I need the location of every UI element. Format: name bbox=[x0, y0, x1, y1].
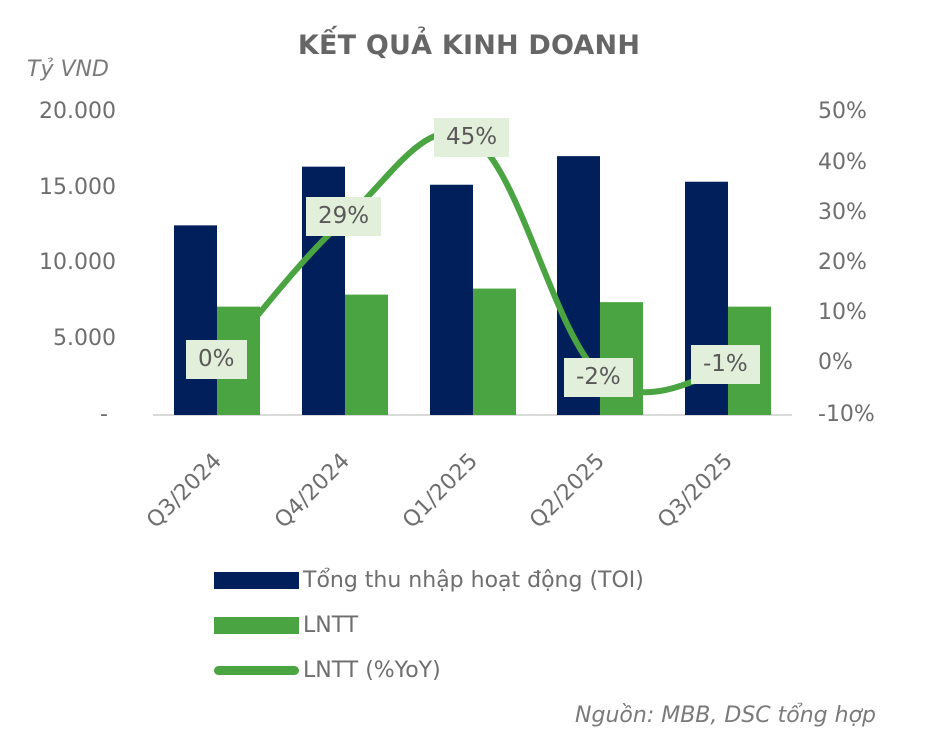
left-axis-tick: 5.000 bbox=[53, 326, 116, 351]
data-label: 45% bbox=[434, 118, 510, 157]
right-axis-tick: 10% bbox=[818, 300, 867, 325]
right-axis-tick: 50% bbox=[818, 99, 867, 124]
left-axis-tick: 15.000 bbox=[39, 175, 116, 200]
lntt-bar bbox=[345, 294, 388, 415]
lntt-swatch-icon bbox=[214, 617, 299, 634]
data-label: -1% bbox=[691, 345, 760, 384]
right-axis-tick: 20% bbox=[818, 250, 867, 275]
legend-item-yoy: LNTT (%YoY) bbox=[214, 658, 441, 683]
legend-label: Tổng thu nhập hoạt động (TOI) bbox=[303, 568, 644, 593]
right-axis-tick: 0% bbox=[818, 350, 853, 375]
toi-swatch-icon bbox=[214, 572, 299, 589]
line-swatch-icon bbox=[214, 666, 299, 675]
toi-bar bbox=[174, 225, 217, 415]
legend-label: LNTT bbox=[303, 613, 359, 638]
source-note: Nguồn: MBB, DSC tổng hợp bbox=[575, 703, 876, 728]
lntt-bar bbox=[473, 288, 516, 415]
right-axis-tick: 30% bbox=[818, 200, 867, 225]
data-label: 29% bbox=[306, 197, 382, 236]
left-axis-tick: 10.000 bbox=[39, 250, 116, 275]
right-axis-tick: 40% bbox=[818, 150, 867, 175]
legend-label: LNTT (%YoY) bbox=[303, 658, 441, 683]
legend-item-toi: Tổng thu nhập hoạt động (TOI) bbox=[214, 568, 644, 593]
data-label: -2% bbox=[564, 358, 633, 397]
right-axis-tick: -10% bbox=[818, 402, 875, 427]
left-axis-tick: - bbox=[100, 402, 108, 427]
bar-group bbox=[174, 156, 771, 415]
legend-item-lntt: LNTT bbox=[214, 613, 358, 638]
toi-bar bbox=[430, 184, 473, 415]
data-label: 0% bbox=[186, 340, 247, 379]
left-axis-tick: 20.000 bbox=[39, 99, 116, 124]
y-axis-unit: Tỷ VND bbox=[27, 57, 109, 82]
chart-title: KẾT QUẢ KINH DOANH bbox=[297, 30, 641, 61]
